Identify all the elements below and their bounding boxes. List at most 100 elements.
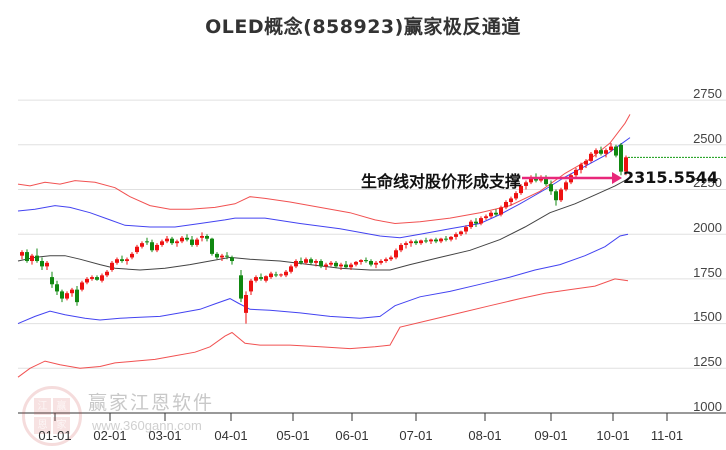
candle xyxy=(474,221,478,224)
candle xyxy=(75,289,79,303)
candle xyxy=(284,271,288,276)
x-tick-label: 02-01 xyxy=(93,428,127,443)
candlesticks xyxy=(20,143,628,324)
y-tick-label: 1750 xyxy=(693,265,722,280)
candle xyxy=(125,259,129,262)
support-annotation: 生命线对股价形成支撑 xyxy=(361,172,522,191)
candle xyxy=(309,259,313,263)
candle xyxy=(504,202,508,208)
candle xyxy=(254,277,258,281)
candle xyxy=(549,184,553,192)
lower-inner-band-line xyxy=(17,233,629,325)
candle xyxy=(170,238,174,244)
candle xyxy=(384,259,388,262)
candle xyxy=(364,260,368,262)
candle xyxy=(249,280,253,292)
x-tick-label: 06-01 xyxy=(335,428,369,443)
candle xyxy=(329,262,333,265)
candle xyxy=(614,146,618,156)
x-tick-label: 07-01 xyxy=(399,428,433,443)
candle xyxy=(439,238,443,242)
candle xyxy=(624,157,628,172)
candle xyxy=(225,255,229,257)
candle xyxy=(150,242,154,251)
candle xyxy=(319,261,323,267)
candle xyxy=(409,241,413,244)
candle xyxy=(50,277,54,285)
candle xyxy=(40,261,44,267)
watermark-text: 赢家江恩软件 xyxy=(88,392,215,414)
y-tick-label: 2250 xyxy=(693,175,722,190)
candle xyxy=(115,259,119,263)
candle xyxy=(344,264,348,268)
candle xyxy=(210,238,214,254)
candle xyxy=(85,278,89,283)
candle xyxy=(354,261,358,265)
candle xyxy=(464,227,468,232)
candle xyxy=(434,239,438,242)
candle xyxy=(514,193,518,199)
candle xyxy=(190,239,194,245)
candle xyxy=(484,216,488,219)
candle xyxy=(65,293,69,299)
channel-bands xyxy=(17,114,631,378)
candle xyxy=(419,240,423,244)
candle xyxy=(479,218,483,224)
candle xyxy=(584,160,588,165)
candle xyxy=(334,262,338,267)
candle xyxy=(70,289,74,294)
candle xyxy=(269,273,273,278)
candle xyxy=(30,255,34,262)
y-tick-label: 2750 xyxy=(693,86,722,101)
candle xyxy=(449,236,453,240)
y-tick-label: 2500 xyxy=(693,131,722,146)
watermark-logo-icon: 江 赢 恩 家 xyxy=(22,386,82,446)
candle xyxy=(404,243,408,245)
upper-inner-band-line xyxy=(17,137,631,239)
x-tick-label: 01-01 xyxy=(38,428,72,443)
candle xyxy=(324,264,328,267)
candle xyxy=(220,255,224,258)
candle xyxy=(135,246,139,253)
candle xyxy=(489,212,493,217)
candle xyxy=(594,150,598,154)
x-tick-label: 09-01 xyxy=(534,428,568,443)
candle xyxy=(599,150,603,154)
candle xyxy=(414,241,418,244)
candle xyxy=(444,238,448,240)
candle xyxy=(259,277,263,279)
candle xyxy=(529,176,533,183)
candle xyxy=(604,150,608,154)
candle xyxy=(499,207,503,215)
x-tick-label: 11-01 xyxy=(650,428,684,443)
support-value-label: 2315.5544 xyxy=(623,168,719,187)
candle xyxy=(90,277,94,279)
candle xyxy=(394,250,398,258)
candle xyxy=(95,277,99,280)
candle xyxy=(140,243,144,247)
candle xyxy=(469,221,473,228)
y-tick-label: 1500 xyxy=(693,309,722,324)
candle xyxy=(200,235,204,238)
candle xyxy=(20,252,24,256)
candle xyxy=(294,261,298,267)
lower-outer-band-line xyxy=(17,278,629,378)
candle xyxy=(509,198,513,203)
candle xyxy=(130,253,134,258)
x-tick-label: 10-01 xyxy=(596,428,630,443)
candle xyxy=(274,274,278,276)
candle xyxy=(244,294,248,313)
candle xyxy=(399,244,403,251)
candle xyxy=(60,291,64,299)
y-tick-label: 2000 xyxy=(693,220,722,235)
watermark-logo-char: 家 xyxy=(53,417,70,434)
candle xyxy=(304,259,308,263)
candle xyxy=(609,146,613,151)
candle xyxy=(120,259,124,262)
x-tick-label: 05-01 xyxy=(276,428,310,443)
candle xyxy=(264,276,268,281)
candle xyxy=(339,264,343,267)
candle xyxy=(454,234,458,237)
candle xyxy=(374,262,378,265)
